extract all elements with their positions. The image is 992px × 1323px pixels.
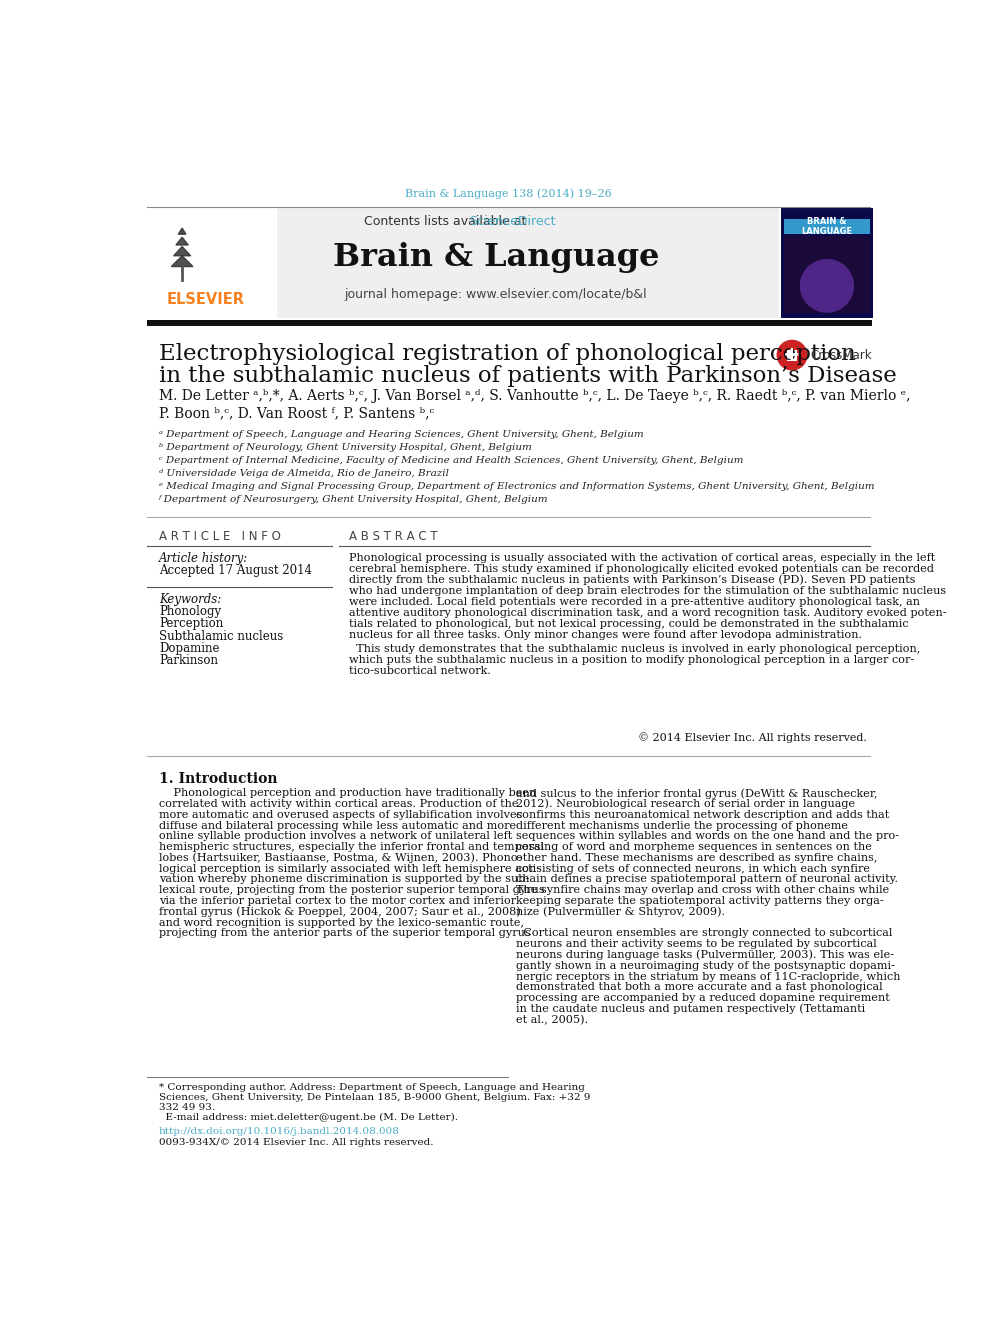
Text: Subthalamic nucleus: Subthalamic nucleus [159,630,283,643]
Text: confirms this neuroanatomical network description and adds that: confirms this neuroanatomical network de… [516,810,890,820]
Text: and word recognition is supported by the lexico-semantic route,: and word recognition is supported by the… [159,918,524,927]
Text: A B S T R A C T: A B S T R A C T [349,529,437,542]
Text: lexical route, projecting from the posterior superior temporal gyrus: lexical route, projecting from the poste… [159,885,545,896]
Wedge shape [784,360,801,370]
Text: Phonological perception and production have traditionally been: Phonological perception and production h… [159,789,536,798]
Text: journal homepage: www.elsevier.com/locate/b&l: journal homepage: www.elsevier.com/locat… [344,288,648,300]
Text: directly from the subthalamic nucleus in patients with Parkinson’s Disease (PD).: directly from the subthalamic nucleus in… [349,574,916,585]
Text: Article history:: Article history: [159,552,248,565]
Text: M. De Letter ᵃ,ᵇ,*, A. Aerts ᵇ,ᶜ, J. Van Borsel ᵃ,ᵈ, S. Vanhoutte ᵇ,ᶜ, L. De Tae: M. De Letter ᵃ,ᵇ,*, A. Aerts ᵇ,ᶜ, J. Van… [159,389,911,404]
Circle shape [777,340,807,370]
Text: sequences within syllables and words on the one hand and the pro-: sequences within syllables and words on … [516,831,899,841]
Text: 332 49 93.: 332 49 93. [159,1103,215,1111]
Text: diffuse and bilateral processing while less automatic and more: diffuse and bilateral processing while l… [159,820,516,831]
Text: keeping separate the spatiotemporal activity patterns they orga-: keeping separate the spatiotemporal acti… [516,896,884,906]
Text: demonstrated that both a more accurate and a fast phonological: demonstrated that both a more accurate a… [516,982,883,992]
Bar [147,208,278,318]
Text: hemispheric structures, especially the inferior frontal and temporal: hemispheric structures, especially the i… [159,843,544,852]
Text: Cortical neuron ensembles are strongly connected to subcortical: Cortical neuron ensembles are strongly c… [516,929,893,938]
Text: were included. Local field potentials were recorded in a pre-attentive auditory : were included. Local field potentials we… [349,597,920,607]
Text: Keywords:: Keywords: [159,593,221,606]
Text: CrossMark: CrossMark [810,348,872,361]
Text: different mechanisms underlie the processing of phoneme: different mechanisms underlie the proces… [516,820,848,831]
Text: Phonological processing is usually associated with the activation of cortical ar: Phonological processing is usually assoc… [349,553,935,562]
Text: * Corresponding author. Address: Department of Speech, Language and Hearing: * Corresponding author. Address: Departm… [159,1084,584,1091]
Text: P. Boon ᵇ,ᶜ, D. Van Roost ᶠ, P. Santens ᵇ,ᶜ: P. Boon ᵇ,ᶜ, D. Van Roost ᶠ, P. Santens … [159,406,434,419]
Text: ᵉ Medical Imaging and Signal Processing Group, Department of Electronics and Inf: ᵉ Medical Imaging and Signal Processing … [159,483,875,491]
Text: et al., 2005).: et al., 2005). [516,1015,588,1025]
Text: in the caudate nucleus and putamen respectively (Tettamanti: in the caudate nucleus and putamen respe… [516,1004,865,1015]
Text: attentive auditory phonological discrimination task, and a word recognition task: attentive auditory phonological discrimi… [349,607,946,618]
Polygon shape [172,255,193,266]
Text: other hand. These mechanisms are described as synfire chains,: other hand. These mechanisms are describ… [516,853,878,863]
Text: 1. Introduction: 1. Introduction [159,773,278,786]
Text: ᶠ Department of Neurosurgery, Ghent University Hospital, Ghent, Belgium: ᶠ Department of Neurosurgery, Ghent Univ… [159,495,549,504]
Text: BRAIN &
LANGUAGE: BRAIN & LANGUAGE [802,217,852,237]
Text: cerebral hemisphere. This study examined if phonologically elicited evoked poten: cerebral hemisphere. This study examined… [349,564,933,574]
Text: E-mail address: miet.deletter@ugent.be (M. De Letter).: E-mail address: miet.deletter@ugent.be (… [159,1113,458,1122]
Text: ᵃ Department of Speech, Language and Hearing Sciences, Ghent University, Ghent, : ᵃ Department of Speech, Language and Hea… [159,430,644,439]
Text: vation whereby phoneme discrimination is supported by the sub-: vation whereby phoneme discrimination is… [159,875,529,885]
Bar [186,208,779,318]
Text: nucleus for all three tasks. Only minor changes were found after levodopa admini: nucleus for all three tasks. Only minor … [349,630,862,640]
Text: Parkinson: Parkinson [159,655,218,667]
Text: neurons during language tasks (Pulvermüller, 2003). This was ele-: neurons during language tasks (Pulvermül… [516,950,894,960]
Text: Sciences, Ghent University, De Pintelaan 185, B-9000 Ghent, Belgium. Fax: +32 9: Sciences, Ghent University, De Pintelaan… [159,1093,590,1102]
Text: frontal gyrus (Hickok & Poeppel, 2004, 2007; Saur et al., 2008): frontal gyrus (Hickok & Poeppel, 2004, 2… [159,906,521,917]
Text: The synfire chains may overlap and cross with other chains while: The synfire chains may overlap and cross… [516,885,890,896]
Text: chain defines a precise spatiotemporal pattern of neuronal activity.: chain defines a precise spatiotemporal p… [516,875,898,885]
Text: ᵇ Department of Neurology, Ghent University Hospital, Ghent, Belgium: ᵇ Department of Neurology, Ghent Univers… [159,443,532,452]
Circle shape [800,259,854,312]
Text: projecting from the anterior parts of the superior temporal gyrus: projecting from the anterior parts of th… [159,929,531,938]
Bar [782,208,873,318]
Text: ᵈ Universidade Veiga de Almeida, Rio de Janeiro, Brazil: ᵈ Universidade Veiga de Almeida, Rio de … [159,470,448,478]
Text: tials related to phonological, but not lexical processing, could be demonstrated: tials related to phonological, but not l… [349,619,909,628]
Text: Electrophysiological registration of phonological perception: Electrophysiological registration of pho… [159,343,856,365]
Text: This study demonstrates that the subthalamic nucleus is involved in early phonol: This study demonstrates that the subthal… [349,644,920,654]
Text: lobes (Hartsuiker, Bastiaanse, Postma, & Wijnen, 2003). Phono-: lobes (Hartsuiker, Bastiaanse, Postma, &… [159,852,521,863]
Bar [787,349,798,360]
Text: and sulcus to the inferior frontal gyrus (DeWitt & Rauschecker,: and sulcus to the inferior frontal gyrus… [516,789,878,799]
Text: A R T I C L E   I N F O: A R T I C L E I N F O [159,529,281,542]
Text: © 2014 Elsevier Inc. All rights reserved.: © 2014 Elsevier Inc. All rights reserved… [638,733,866,744]
Text: neurons and their activity seems to be regulated by subcortical: neurons and their activity seems to be r… [516,939,877,949]
Bar [784,235,870,312]
Polygon shape [174,246,190,255]
Text: 0093-934X/© 2014 Elsevier Inc. All rights reserved.: 0093-934X/© 2014 Elsevier Inc. All right… [159,1138,434,1147]
Text: http://dx.doi.org/10.1016/j.bandl.2014.08.008: http://dx.doi.org/10.1016/j.bandl.2014.0… [159,1127,400,1135]
Text: via the inferior parietal cortex to the motor cortex and inferior: via the inferior parietal cortex to the … [159,896,516,906]
Text: 2012). Neurobiological research of serial order in language: 2012). Neurobiological research of seria… [516,799,855,810]
Text: Brain & Language: Brain & Language [332,242,660,273]
Text: Dopamine: Dopamine [159,642,219,655]
Text: Phonology: Phonology [159,605,221,618]
Text: consisting of sets of connected neurons, in which each synfire: consisting of sets of connected neurons,… [516,864,870,873]
Text: Contents lists available at: Contents lists available at [364,216,531,229]
Text: nergic receptors in the striatum by means of 11C-raclopride, which: nergic receptors in the striatum by mean… [516,971,901,982]
Text: +: + [784,345,801,365]
Text: ELSEVIER: ELSEVIER [167,292,245,307]
Text: in the subthalamic nucleus of patients with Parkinson’s Disease: in the subthalamic nucleus of patients w… [159,365,897,386]
Text: Brain & Language 138 (2014) 19–26: Brain & Language 138 (2014) 19–26 [405,188,612,198]
Text: logical perception is similarly associated with left hemisphere acti-: logical perception is similarly associat… [159,864,540,873]
Text: Perception: Perception [159,618,223,630]
Text: more automatic and overused aspects of syllabification involves: more automatic and overused aspects of s… [159,810,522,820]
Polygon shape [179,228,186,234]
Text: cessing of word and morpheme sequences in sentences on the: cessing of word and morpheme sequences i… [516,843,872,852]
Text: online syllable production involves a network of unilateral left: online syllable production involves a ne… [159,831,512,841]
Text: Accepted 17 August 2014: Accepted 17 August 2014 [159,564,311,577]
Text: which puts the subthalamic nucleus in a position to modify phonological percepti: which puts the subthalamic nucleus in a … [349,655,914,664]
Text: tico-subcortical network.: tico-subcortical network. [349,665,491,676]
Bar [784,218,870,234]
Text: ᶜ Department of Internal Medicine, Faculty of Medicine and Health Sciences, Ghen: ᶜ Department of Internal Medicine, Facul… [159,456,743,466]
Text: ScienceDirect: ScienceDirect [469,216,556,229]
Polygon shape [176,237,188,245]
Bar [147,320,872,325]
Text: correlated with activity within cortical areas. Production of the: correlated with activity within cortical… [159,799,519,810]
Text: nize (Pulvermüller & Shtyrov, 2009).: nize (Pulvermüller & Shtyrov, 2009). [516,906,725,917]
Text: who had undergone implantation of deep brain electrodes for the stimulation of t: who had undergone implantation of deep b… [349,586,946,595]
Text: gantly shown in a neuroimaging study of the postsynaptic dopami-: gantly shown in a neuroimaging study of … [516,960,895,971]
Text: processing are accompanied by a reduced dopamine requirement: processing are accompanied by a reduced … [516,994,890,1003]
